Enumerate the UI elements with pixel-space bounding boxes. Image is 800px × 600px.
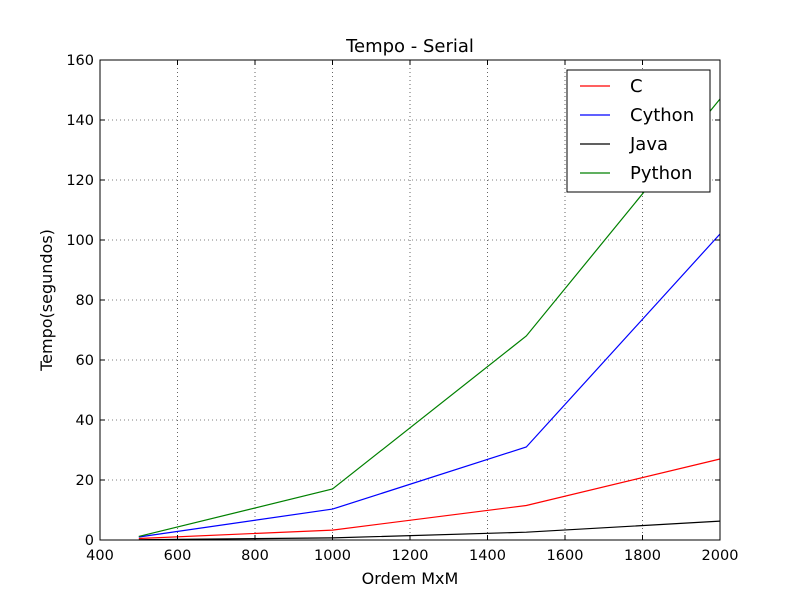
y-tick-label: 160 (66, 53, 94, 69)
series-line-c (138, 458, 721, 540)
y-tick-label: 100 (66, 233, 94, 249)
legend: C Cython Java Python (566, 69, 711, 193)
series-lines (138, 98, 721, 541)
x-tick-label: 1200 (392, 548, 429, 564)
axis-ticks: 400 600 800 1000 1200 1400 1600 1800 2000 0 20 40 60… (66, 53, 738, 564)
chart-title: Tempo - Serial (345, 36, 474, 57)
series-line-python (138, 98, 721, 537)
legend-label-cython: Cython (630, 105, 694, 126)
y-tick-label: 20 (76, 473, 94, 489)
x-tick-label: 1000 (314, 548, 351, 564)
legend-box (566, 69, 711, 193)
y-axis-label: Tempo(segundos) (37, 229, 56, 372)
y-tick-label: 40 (76, 413, 94, 429)
x-tick-label: 1400 (469, 548, 506, 564)
legend-label-python: Python (630, 163, 692, 184)
x-tick-label: 1600 (547, 548, 584, 564)
x-tick-label: 600 (164, 548, 192, 564)
series-line-java (138, 520, 721, 541)
x-tick-label: 1800 (624, 548, 661, 564)
series-line-cython (138, 233, 721, 538)
y-tick-label: 0 (85, 533, 94, 549)
y-tick-label: 60 (76, 353, 94, 369)
x-tick-label: 400 (86, 548, 114, 564)
x-tick-label: 2000 (702, 548, 739, 564)
legend-label-c: C (630, 76, 643, 97)
x-tick-label: 800 (241, 548, 269, 564)
y-tick-label: 80 (76, 293, 94, 309)
y-tick-label: 120 (66, 173, 94, 189)
legend-label-java: Java (629, 134, 668, 155)
y-tick-label: 140 (66, 113, 94, 129)
x-axis-label: Ordem MxM (362, 569, 459, 588)
